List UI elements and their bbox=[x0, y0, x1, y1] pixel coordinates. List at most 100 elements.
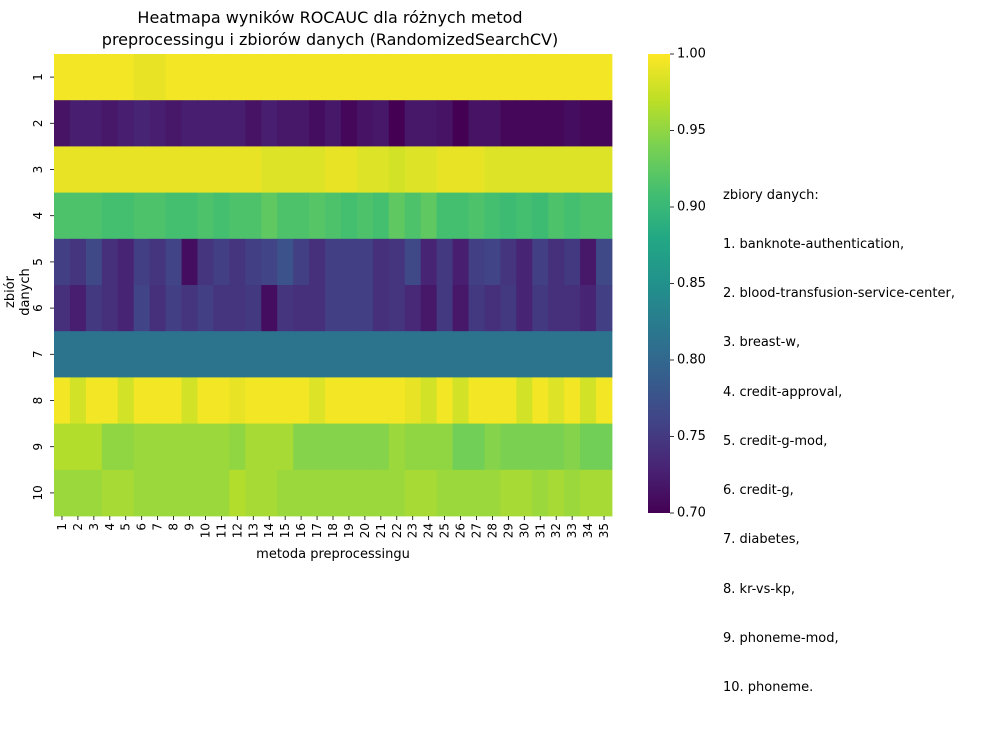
heatmap-cell bbox=[404, 192, 422, 240]
heatmap-cell bbox=[516, 377, 533, 424]
heatmap-cells bbox=[54, 54, 613, 517]
heatmap-cell bbox=[213, 54, 230, 101]
heatmap-cell bbox=[149, 100, 166, 147]
heatmap-cell bbox=[293, 331, 310, 378]
heatmap-cell bbox=[468, 100, 485, 147]
heatmap-cell bbox=[54, 238, 71, 286]
heatmap-cell bbox=[532, 54, 549, 101]
heatmap-cell bbox=[197, 423, 214, 471]
y-tick-label: 5 bbox=[31, 258, 45, 266]
heatmap-cell bbox=[245, 100, 262, 147]
heatmap-cell bbox=[277, 285, 294, 332]
heatmap-cell bbox=[197, 331, 214, 378]
heatmap-cell bbox=[101, 377, 119, 424]
colorbar-tick-label: 0.70 bbox=[677, 506, 706, 521]
heatmap-cell bbox=[181, 331, 198, 378]
heatmap-cell bbox=[484, 192, 501, 240]
heatmap-cell bbox=[293, 100, 310, 147]
heatmap-cell bbox=[165, 146, 182, 193]
heatmap-cell bbox=[197, 377, 214, 424]
heatmap-cell bbox=[372, 146, 390, 193]
heatmap-cell bbox=[197, 100, 214, 147]
heatmap-cell bbox=[54, 192, 71, 240]
heatmap-cell bbox=[277, 423, 294, 471]
heatmap-cell bbox=[261, 192, 278, 240]
heatmap-cell bbox=[452, 54, 469, 101]
heatmap-cell bbox=[532, 238, 549, 286]
heatmap-cell bbox=[580, 331, 597, 378]
heatmap-cell bbox=[229, 54, 246, 101]
heatmap-cell bbox=[484, 469, 501, 517]
legend-note-item: 4. credit-approval, bbox=[723, 384, 843, 400]
heatmap-cell bbox=[564, 192, 581, 240]
heatmap-cell bbox=[117, 54, 135, 101]
heatmap-cell bbox=[468, 285, 485, 332]
heatmap-cell bbox=[293, 238, 310, 286]
heatmap-cell bbox=[452, 469, 469, 517]
heatmap-cell bbox=[388, 285, 406, 332]
heatmap-cell bbox=[85, 100, 103, 147]
legend-note-item: 7. diabetes, bbox=[723, 532, 800, 548]
heatmap-cell bbox=[181, 54, 198, 101]
x-tick-label: 15 bbox=[278, 523, 292, 538]
heatmap-cell bbox=[548, 285, 565, 332]
heatmap-cell bbox=[388, 100, 406, 147]
heatmap-cell bbox=[85, 377, 103, 424]
heatmap-cell bbox=[452, 377, 469, 424]
x-tick-label: 31 bbox=[533, 523, 547, 538]
heatmap-cell bbox=[516, 238, 533, 286]
heatmap-cell bbox=[149, 146, 166, 193]
heatmap-cell bbox=[165, 285, 182, 332]
heatmap-cell bbox=[293, 423, 310, 471]
legend-note-item: 2. blood-transfusion-service-center, bbox=[723, 286, 955, 302]
legend-note-item: 8. kr-vs-kp, bbox=[723, 581, 795, 597]
heatmap-cell bbox=[532, 331, 549, 378]
heatmap-cell bbox=[277, 54, 294, 101]
heatmap-cell bbox=[54, 331, 71, 378]
heatmap-cell bbox=[452, 331, 469, 378]
heatmap-cell bbox=[532, 100, 549, 147]
heatmap-cell bbox=[69, 54, 87, 101]
heatmap-cell bbox=[101, 285, 119, 332]
heatmap-cell bbox=[133, 331, 151, 378]
heatmap-cell bbox=[165, 469, 182, 517]
heatmap-cell bbox=[325, 192, 342, 240]
heatmap-cell bbox=[181, 423, 198, 471]
heatmap-cell bbox=[452, 192, 469, 240]
x-tick-label: 17 bbox=[310, 523, 324, 538]
heatmap-cell bbox=[325, 238, 342, 286]
chart-title-line-2: preprocessingu i zbiorów danych (Randomi… bbox=[101, 30, 559, 49]
heatmap-cell bbox=[229, 331, 246, 378]
heatmap-cell bbox=[101, 100, 119, 147]
x-tick-label: 12 bbox=[230, 523, 244, 538]
heatmap-cell bbox=[197, 146, 214, 193]
heatmap-cell bbox=[484, 423, 501, 471]
colorbar-tick-label: 1.00 bbox=[677, 47, 706, 62]
x-tick-label: 4 bbox=[103, 523, 117, 531]
heatmap-cell bbox=[325, 331, 342, 378]
heatmap-cell bbox=[340, 285, 358, 332]
heatmap-cell bbox=[165, 192, 182, 240]
x-tick-label: 13 bbox=[246, 523, 260, 538]
x-tick-label: 3 bbox=[87, 523, 101, 531]
heatmap-cell bbox=[197, 54, 214, 101]
heatmap-cell bbox=[356, 100, 374, 147]
heatmap-cell bbox=[452, 423, 469, 471]
dataset-legend-note: zbiory danych: 1. banknote-authenticatio… bbox=[723, 155, 955, 729]
heatmap-cell bbox=[69, 146, 87, 193]
heatmap-cell bbox=[245, 423, 262, 471]
heatmap-cell bbox=[596, 54, 613, 101]
heatmap-cell bbox=[340, 192, 358, 240]
heatmap-cell bbox=[117, 377, 135, 424]
x-tick-label: 5 bbox=[119, 523, 133, 531]
heatmap-cell bbox=[580, 54, 597, 101]
heatmap-cell bbox=[229, 146, 246, 193]
heatmap-cell bbox=[564, 377, 581, 424]
heatmap-cell bbox=[69, 469, 87, 517]
heatmap-cell bbox=[468, 238, 485, 286]
x-tick-label: 27 bbox=[469, 523, 483, 538]
heatmap-cell bbox=[261, 285, 278, 332]
heatmap-cell bbox=[165, 238, 182, 286]
heatmap-cell bbox=[325, 469, 342, 517]
heatmap-cell bbox=[133, 285, 151, 332]
